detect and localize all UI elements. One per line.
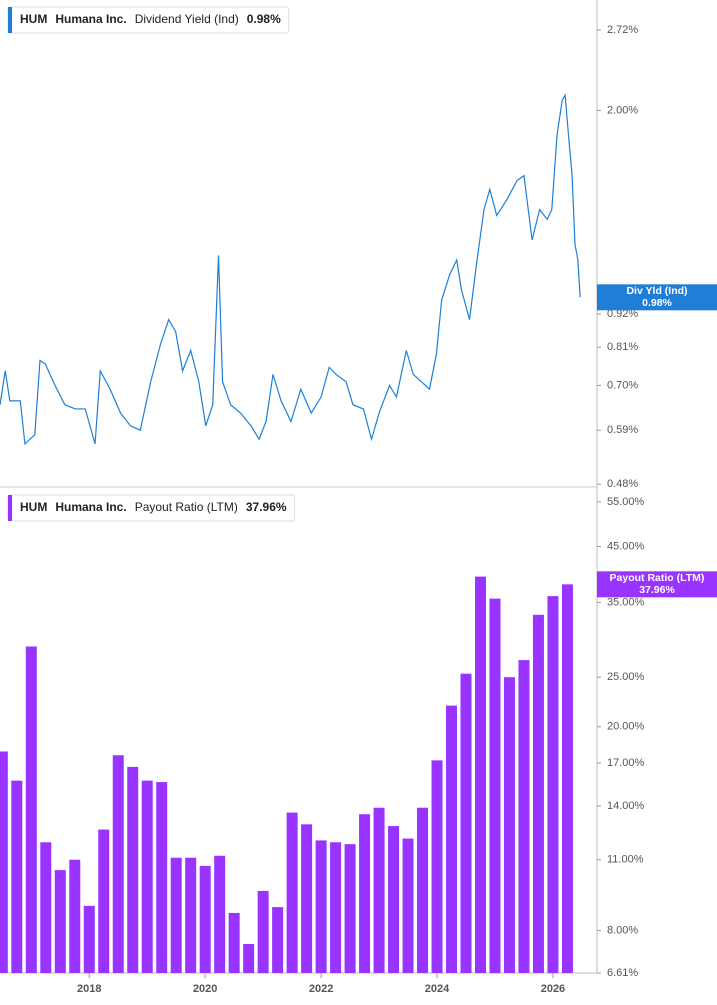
bar bbox=[532, 614, 544, 973]
bar bbox=[474, 576, 486, 973]
bar bbox=[359, 814, 371, 973]
value-tag-name: Div Yld (Ind) bbox=[626, 285, 687, 297]
bar bbox=[40, 842, 52, 973]
bar bbox=[243, 944, 255, 973]
bar bbox=[489, 598, 501, 973]
x-tick-label: 2020 bbox=[193, 983, 217, 995]
bar bbox=[141, 780, 153, 973]
y-tick-label: 0.48% bbox=[607, 478, 638, 490]
y-tick-label: 2.00% bbox=[607, 104, 638, 116]
legend: HUM Humana Inc. Payout Ratio (LTM) 37.96% bbox=[7, 494, 296, 522]
bar bbox=[228, 912, 240, 973]
y-tick-label: 45.00% bbox=[607, 540, 645, 552]
legend: HUM Humana Inc. Dividend Yield (Ind) 0.98% bbox=[7, 6, 290, 34]
bar bbox=[112, 755, 124, 973]
y-tick-label: 0.81% bbox=[607, 341, 638, 353]
bar bbox=[83, 905, 95, 973]
y-tick-label: 25.00% bbox=[607, 671, 645, 683]
bar bbox=[388, 826, 400, 973]
bar bbox=[344, 844, 356, 973]
bar bbox=[272, 907, 284, 973]
bar bbox=[127, 766, 139, 973]
legend-swatch bbox=[8, 495, 12, 521]
legend-metric: Payout Ratio (LTM) bbox=[135, 500, 238, 514]
bar bbox=[330, 842, 342, 973]
value-tag bbox=[597, 571, 717, 598]
bar bbox=[98, 829, 110, 973]
bar bbox=[547, 596, 559, 973]
bar bbox=[301, 824, 313, 973]
bar bbox=[402, 838, 414, 973]
y-tick-label: 14.00% bbox=[607, 800, 645, 812]
bar bbox=[11, 780, 23, 973]
value-tag-label: 37.96% bbox=[639, 584, 675, 596]
legend-last-value-label: 37.96% bbox=[246, 500, 287, 514]
bar bbox=[185, 857, 197, 973]
bar bbox=[69, 859, 81, 973]
x-tick-label: 2026 bbox=[541, 983, 565, 995]
bar bbox=[199, 865, 211, 973]
legend-ticker: HUM bbox=[20, 12, 47, 26]
legend-company: Humana Inc. bbox=[55, 12, 126, 26]
bar bbox=[431, 760, 443, 973]
bar bbox=[257, 890, 269, 973]
x-tick-label: 2022 bbox=[309, 983, 333, 995]
y-tick-label: 20.00% bbox=[607, 721, 645, 733]
x-tick-label: 2018 bbox=[77, 983, 101, 995]
bar bbox=[156, 782, 168, 973]
bar bbox=[170, 857, 182, 973]
bar bbox=[460, 673, 472, 973]
y-tick-label: 6.61% bbox=[607, 967, 638, 979]
y-tick-label: 8.00% bbox=[607, 924, 638, 936]
bar bbox=[518, 660, 530, 973]
legend-company: Humana Inc. bbox=[55, 500, 126, 514]
bar bbox=[25, 646, 37, 973]
bar bbox=[0, 751, 8, 973]
bar bbox=[315, 840, 327, 973]
legend-metric: Dividend Yield (Ind) bbox=[135, 12, 239, 26]
y-tick-label: 0.70% bbox=[607, 379, 638, 391]
value-tag-name: Payout Ratio (LTM) bbox=[610, 572, 705, 584]
legend-swatch bbox=[8, 7, 12, 33]
bar bbox=[54, 870, 66, 973]
y-tick-label: 55.00% bbox=[607, 496, 645, 508]
x-tick-label: 2024 bbox=[425, 983, 450, 995]
bar bbox=[286, 812, 298, 973]
value-tag bbox=[597, 284, 717, 311]
bar bbox=[214, 855, 226, 973]
y-tick-label: 35.00% bbox=[607, 596, 645, 608]
legend-ticker: HUM bbox=[20, 500, 47, 514]
yield-line bbox=[0, 93, 581, 446]
y-tick-label: 11.00% bbox=[607, 854, 644, 866]
y-tick-label: 17.00% bbox=[607, 757, 645, 769]
legend-last-value-label: 0.98% bbox=[247, 12, 281, 26]
bar bbox=[373, 807, 385, 973]
y-tick-label: 2.72% bbox=[607, 24, 638, 36]
bar bbox=[561, 584, 573, 973]
bar bbox=[446, 705, 458, 973]
bar bbox=[417, 807, 429, 973]
y-tick-label: 0.92% bbox=[607, 308, 638, 320]
y-tick-label: 0.59% bbox=[607, 424, 638, 436]
value-tag-label: 0.98% bbox=[642, 297, 672, 309]
bar bbox=[503, 677, 515, 973]
